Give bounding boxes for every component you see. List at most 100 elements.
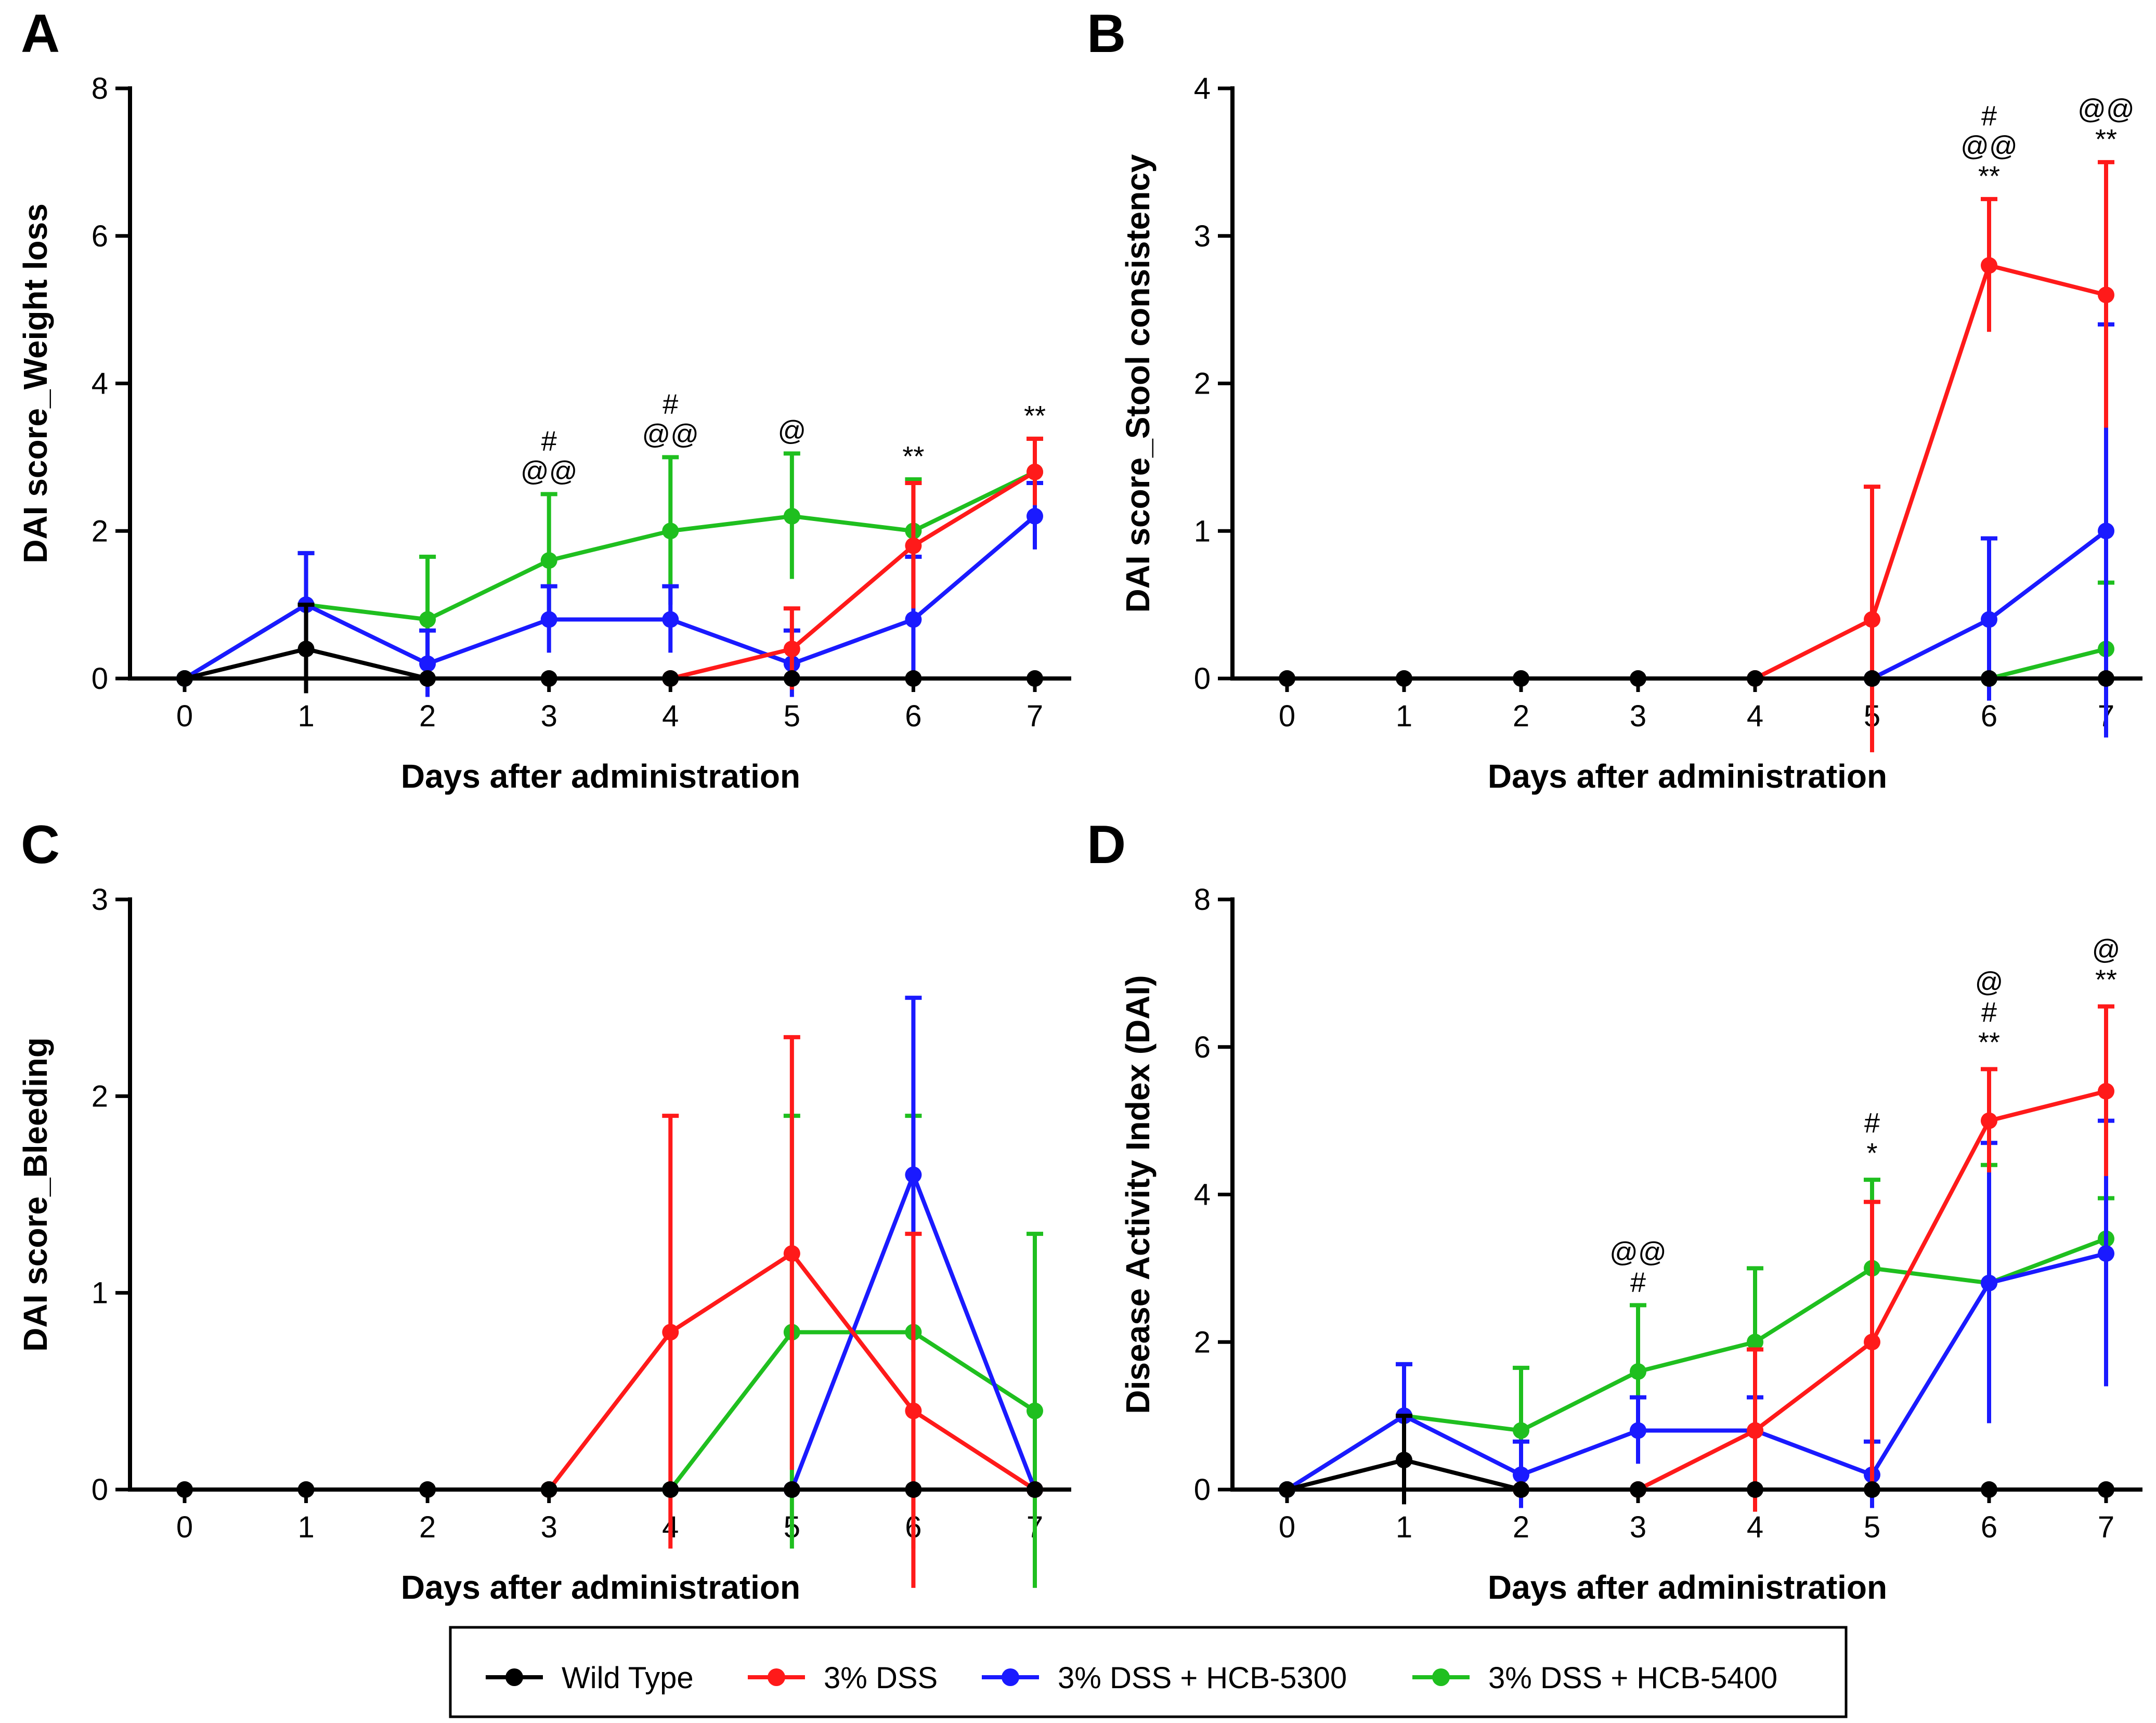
data-point-wt-c-6: [905, 1481, 922, 1498]
data-point-dss-a-7: [1027, 463, 1043, 480]
series-line-h5400-c: [669, 1330, 1036, 1491]
data-point-wt-d-3: [1630, 1481, 1646, 1498]
significance-d-3-0: @: [2092, 934, 2121, 965]
data-point-dss-d-5: [1864, 1334, 1880, 1351]
data-point-wt-d-6: [1981, 1481, 1997, 1498]
data-point-dss-c-4: [662, 1324, 679, 1341]
x-tick-label-c-2: 2: [419, 1510, 436, 1544]
y-tick-label-d-2: 4: [1194, 1178, 1211, 1212]
data-point-dss-d-7: [2098, 1082, 2114, 1100]
series-line-h5400-a: [183, 470, 1036, 681]
panel-a: A 0 2 4 6 8 0 1 2 3 4 5 6 7 Days after administration D…: [17, 4, 1071, 795]
data-point-wt-c-2: [419, 1481, 436, 1498]
legend-marker-hcb-5400: [1432, 1668, 1450, 1686]
data-point-wt-a-3: [540, 670, 557, 687]
data-point-dss-c-6: [905, 1402, 922, 1419]
y-tick-label-a-0: 0: [92, 662, 108, 696]
series-line-h5300-a: [183, 514, 1036, 681]
series-dss-b: [1747, 160, 2114, 752]
y-tick-label-c-2: 2: [92, 1079, 108, 1113]
y-tick-label-c-3: 3: [92, 883, 108, 917]
data-point-wt-b-5: [1864, 670, 1880, 687]
x-axis-label-a: Days after administration: [401, 758, 800, 795]
data-point-h5300-c-6: [905, 1166, 922, 1183]
y-tick-label-b-3: 3: [1194, 219, 1211, 253]
legend-item-hcb-5400: 3% DSS + HCB-5400: [1412, 1661, 1777, 1695]
significance-b-1-1: **: [2095, 124, 2117, 155]
series-line-dss-a: [670, 470, 1036, 681]
data-point-wt-b-6: [1981, 670, 1997, 687]
y-axis-label-c: DAI score_Bleeding: [17, 1037, 54, 1352]
series-h5400-b: [1981, 580, 2114, 715]
data-point-h5300-d-3: [1630, 1422, 1646, 1439]
legend-marker-hcb-5300: [1002, 1668, 1019, 1686]
y-tick-label-c-0: 0: [92, 1473, 108, 1507]
series-dss-c: [540, 1035, 1043, 1588]
y-tick-label-a-1: 2: [92, 514, 108, 548]
data-point-h5300-a-7: [1027, 507, 1043, 525]
y-tick-label-b-4: 4: [1194, 72, 1211, 106]
significance-d-2-2: **: [1978, 1027, 2000, 1058]
data-point-h5400-a-5: [783, 507, 800, 525]
data-point-dss-c-5: [783, 1245, 800, 1262]
y-tick-label-a-2: 4: [92, 367, 108, 401]
data-point-wt-c-3: [540, 1481, 557, 1498]
data-point-wt-b-4: [1747, 670, 1763, 687]
y-axis-label-d: Disease Activity Index (DAI): [1119, 975, 1157, 1414]
y-tick-label-a-4: 8: [92, 72, 108, 106]
data-point-dss-a-6: [905, 537, 922, 554]
series-h5400-c: [662, 1114, 1043, 1588]
data-point-h5300-b-6: [1981, 611, 1997, 628]
y-tick-label-d-0: 0: [1194, 1473, 1211, 1507]
data-point-wt-b-3: [1630, 670, 1646, 687]
significance-a-2-0: @: [777, 415, 806, 446]
legend: Wild Type 3% DSS 3% DSS + HCB-5300 3% DS…: [449, 1626, 1848, 1718]
x-tick-label-b-3: 3: [1630, 699, 1646, 733]
data-point-dss-d-4: [1747, 1422, 1763, 1439]
y-tick-label-d-1: 2: [1194, 1325, 1211, 1359]
x-tick-label-c-3: 3: [541, 1510, 557, 1544]
data-point-wt-c-0: [176, 1481, 193, 1498]
significance-a-0-0: #: [541, 425, 557, 456]
legend-marker-dss: [768, 1668, 785, 1686]
significance-b-0-0: #: [1981, 100, 1997, 132]
legend-label-hcb-5400: 3% DSS + HCB-5400: [1488, 1661, 1777, 1695]
data-point-wt-a-1: [297, 641, 315, 658]
panel-b: B0123401234567Days after administrationD…: [1087, 4, 2142, 795]
y-tick-label-d-4: 8: [1194, 883, 1211, 917]
panel-label-a: A: [21, 4, 60, 64]
legend-label-hcb-5300: 3% DSS + HCB-5300: [1058, 1661, 1347, 1695]
x-tick-label-d-3: 3: [1630, 1510, 1646, 1544]
data-point-wt-d-2: [1513, 1481, 1529, 1498]
y-tick-label-b-2: 2: [1194, 367, 1211, 401]
x-axis-label-d: Days after administration: [1488, 1569, 1887, 1606]
y-tick-label-a-3: 6: [92, 219, 108, 253]
significance-b-0-1: @@: [1960, 130, 2018, 162]
y-tick-label-d-3: 6: [1194, 1030, 1211, 1064]
y-tick-label-b-0: 0: [1194, 662, 1211, 696]
y-tick-label-c-1: 1: [92, 1276, 108, 1310]
series-wt-b: [1279, 670, 2114, 687]
x-tick-label-a-6: 6: [905, 699, 921, 733]
panel-label-d: D: [1087, 815, 1126, 875]
x-tick-label-b-1: 1: [1396, 699, 1412, 733]
series-line-h5400-b: [1989, 647, 2107, 681]
data-point-h5300-b-7: [2098, 523, 2114, 540]
panel-d: D 0 2 4 6 8 0 1 2 3 4 5 6 7 Days after administration D…: [1087, 815, 2142, 1606]
data-point-wt-a-0: [176, 670, 193, 687]
x-tick-label-d-2: 2: [1513, 1510, 1529, 1544]
y-axis-label-b: DAI score_Stool consistency: [1119, 154, 1157, 612]
series-dss-d: [1513, 1004, 2114, 1512]
series-wt-c: [176, 1481, 1043, 1498]
data-point-wt-d-0: [1279, 1481, 1295, 1498]
significance-d-1-0: #: [1864, 1107, 1880, 1139]
series-line-h5400-d: [1285, 1236, 2107, 1492]
data-point-wt-a-6: [905, 670, 922, 687]
x-axis-label-c: Days after administration: [401, 1569, 800, 1606]
significance-d-0-0: @@: [1609, 1236, 1667, 1268]
x-tick-label-a-1: 1: [297, 699, 314, 733]
significance-d-0-1: #: [1630, 1267, 1646, 1298]
x-tick-label-a-5: 5: [784, 699, 800, 733]
x-tick-label-a-3: 3: [541, 699, 557, 733]
x-tick-label-b-4: 4: [1747, 699, 1763, 733]
